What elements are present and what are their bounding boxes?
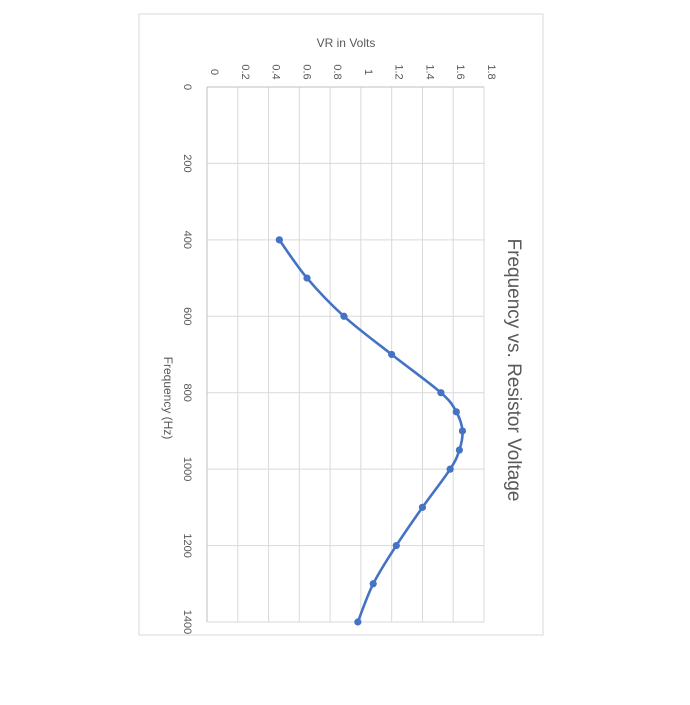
x-tick-label: 1200 [181, 533, 193, 557]
data-point [340, 312, 348, 320]
y-tick-label: 0.2 [239, 64, 251, 79]
x-tick-label: 0 [181, 84, 193, 90]
y-tick-label: 0.4 [270, 64, 282, 79]
series-layer [275, 236, 467, 626]
x-tick-label: 600 [181, 307, 193, 325]
data-point [418, 503, 427, 511]
data-point [446, 465, 454, 473]
axes [206, 86, 484, 622]
data-point [369, 580, 377, 588]
y-tick-label: 1.2 [393, 64, 405, 79]
y-tick-label: 0.6 [300, 64, 312, 79]
x-tick-label: 800 [181, 384, 193, 402]
data-point [455, 446, 463, 454]
data-point [458, 427, 467, 435]
data-point [275, 236, 283, 244]
x-tick-label: 1400 [181, 610, 193, 634]
x-tick-label: 400 [181, 231, 193, 249]
y-axis-title: VR in Volts [317, 36, 376, 50]
y-tick-label: 1 [362, 69, 374, 75]
x-axis-title: Frequency (Hz) [161, 357, 175, 440]
data-point [452, 408, 460, 416]
y-tick-label: 1.8 [485, 64, 497, 79]
data-point [388, 350, 396, 359]
y-tick-label: 1.4 [423, 64, 435, 79]
y-tick-label: 0.8 [331, 64, 343, 79]
data-point [392, 541, 400, 550]
tick-labels: 0 0.2 0.4 0.6 0.8 1 1.2 1.4 1.6 1.8 0 200 400 600 800 1… [181, 64, 497, 634]
data-point [354, 618, 362, 626]
data-point [303, 274, 311, 282]
x-tick-label: 1000 [181, 457, 193, 481]
x-tick-label: 200 [181, 154, 193, 172]
chart-frame [138, 13, 544, 636]
y-tick-label: 0 [208, 69, 220, 75]
data-point [437, 389, 445, 397]
y-tick-label: 1.6 [454, 64, 466, 79]
chart-title: Frequency vs. Resistor Voltage [503, 239, 524, 502]
